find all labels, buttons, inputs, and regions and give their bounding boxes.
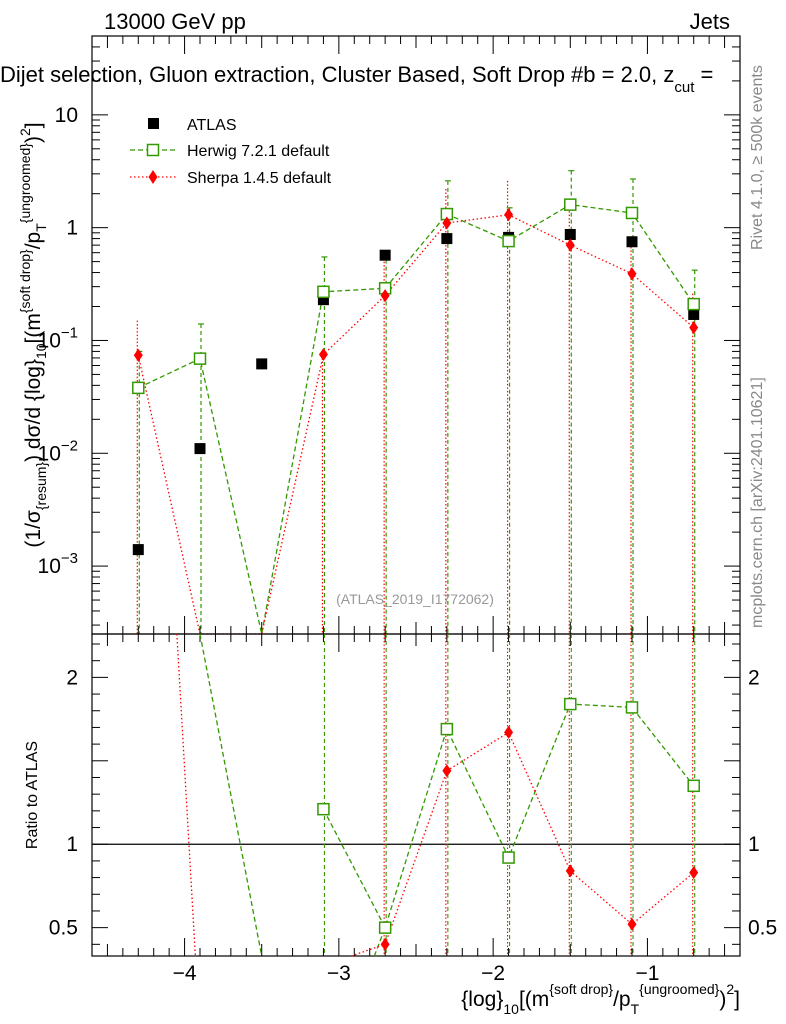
legend: ATLAS Herwig 7.2.1 default Sherpa 1.4.5 … [130, 117, 332, 187]
main-y-axis-title: (1/σ{resum}) dσ/d {log}10[(m{soft drop}/… [17, 122, 49, 547]
legend-atlas-marker [148, 118, 159, 129]
y-tick-label: 10−1 [38, 324, 78, 352]
rivet-version-label: Rivet 4.1.0, ≥ 500k events [749, 65, 766, 250]
legend-herwig-marker [146, 143, 160, 157]
sherpa-ratio-line [384, 731, 695, 945]
sherpa-ratio-point [442, 764, 452, 778]
sherpa-ratio-offscale [350, 943, 386, 957]
y-tick-label: 10 [55, 104, 78, 127]
y-tick-label-base: 10 [38, 442, 61, 465]
y-tick-label-exponent: −3 [61, 550, 78, 567]
herwig-point [687, 297, 700, 311]
herwig-ratio-point [317, 802, 330, 816]
selection-title-main: Dijet selection, Gluon extraction, Clust… [0, 62, 674, 87]
herwig-ratio-offscale [199, 633, 263, 957]
herwig-point [132, 381, 145, 395]
sherpa-point [442, 216, 452, 230]
herwig-point [317, 285, 330, 299]
atlas-point [564, 228, 576, 240]
atlas-point [132, 544, 144, 556]
ratio-panel: 0.5 0.5 1 1 2 2 −4 −3 −2 −1 [49, 633, 777, 985]
herwig-ratio-point [440, 722, 454, 736]
herwig-point [564, 198, 577, 211]
sherpa-ratio-point [380, 937, 390, 951]
sherpa-point [133, 348, 143, 362]
sherpa-point [380, 289, 390, 303]
herwig-point [193, 352, 207, 365]
analysis-id-label: (ATLAS_2019_I1772062) [336, 591, 494, 607]
sherpa-point [689, 321, 699, 335]
herwig-ratio-point [502, 851, 515, 864]
y-tick-label-exponent: −2 [61, 437, 78, 454]
herwig-series-line [138, 203, 695, 635]
atlas-point [626, 236, 638, 248]
atlas-point [256, 358, 268, 370]
sherpa-series-line [137, 214, 695, 635]
legend-herwig-label: Herwig 7.2.1 default [187, 143, 330, 160]
sherpa-ratio-point [504, 725, 514, 739]
selection-title: Dijet selection, Gluon extraction, Clust… [0, 62, 713, 96]
y-tick-label-base: 10 [38, 555, 61, 578]
ratio-y-tick-label-right: 2 [748, 666, 760, 689]
y-tick-label: 10−3 [38, 550, 78, 578]
ratio-y-tick-label-right: 1 [748, 833, 760, 856]
y-tick-label: 1 [66, 217, 78, 240]
ratio-panel-frame [91, 633, 741, 957]
ratio-y-tick-label-right: 0.5 [748, 917, 777, 940]
selection-title-sub: cut [674, 79, 695, 96]
category-label: Jets [690, 9, 730, 34]
x-axis-title: {log}10[(m{soft drop}/pT{ungroomed})2] [461, 981, 740, 1017]
atlas-point [379, 249, 391, 261]
sherpa-ratio-point [627, 917, 637, 931]
herwig-ratio-point [687, 779, 700, 793]
legend-sherpa-label: Sherpa 1.4.5 default [187, 170, 332, 187]
herwig-point [502, 234, 515, 248]
y-tick-label-exponent: −1 [61, 324, 78, 341]
legend-sherpa-marker [148, 170, 158, 184]
atlas-point [194, 443, 206, 455]
herwig-ratio-point [564, 697, 577, 711]
herwig-ratio-point [378, 921, 392, 934]
mcplots-credit-label: mcplots.cern.ch [arXiv:2401.10621] [749, 377, 766, 628]
sherpa-point [565, 238, 575, 252]
herwig-point [625, 206, 639, 220]
ratio-y-axis-title: Ratio to ATLAS [24, 741, 41, 849]
x-tick-label: −3 [327, 962, 351, 985]
ratio-y-tick-label: 0.5 [49, 917, 78, 940]
ratio-y-tick-label: 2 [66, 666, 78, 689]
ratio-series-layer [92, 633, 740, 957]
x-tick-label: −1 [635, 962, 659, 985]
atlas-point [688, 308, 700, 320]
main-series-layer [132, 170, 700, 635]
svg-text:(1/σ{resum}) dσ/d {log}10[(m{s: (1/σ{resum}) dσ/d {log}10[(m{soft drop}/… [17, 122, 49, 547]
sherpa-ratio-point [565, 864, 575, 878]
ratio-y-tick-label: 1 [66, 833, 78, 856]
sherpa-ratio-point [689, 866, 699, 880]
herwig-ratio-point [625, 701, 639, 714]
x-tick-label: −4 [173, 962, 197, 985]
atlas-point [317, 294, 329, 306]
y-tick-label-base: 10 [38, 329, 61, 352]
main-x-axis-ticks [91, 36, 741, 634]
ratio-y-axis: 0.5 0.5 1 1 2 2 [49, 643, 777, 945]
sherpa-ratio-offscale [176, 633, 197, 957]
sherpa-point [318, 348, 328, 362]
sherpa-point [627, 267, 637, 281]
sherpa-point [504, 208, 514, 222]
legend-atlas-label: ATLAS [187, 117, 237, 134]
energy-label: 13000 GeV pp [104, 9, 246, 34]
ratio-x-axis: −4 −3 −2 −1 [91, 634, 741, 985]
atlas-point [441, 233, 453, 245]
x-tick-label: −2 [481, 962, 505, 985]
selection-title-tail: = [694, 62, 713, 87]
y-tick-label: 10−2 [38, 437, 78, 465]
